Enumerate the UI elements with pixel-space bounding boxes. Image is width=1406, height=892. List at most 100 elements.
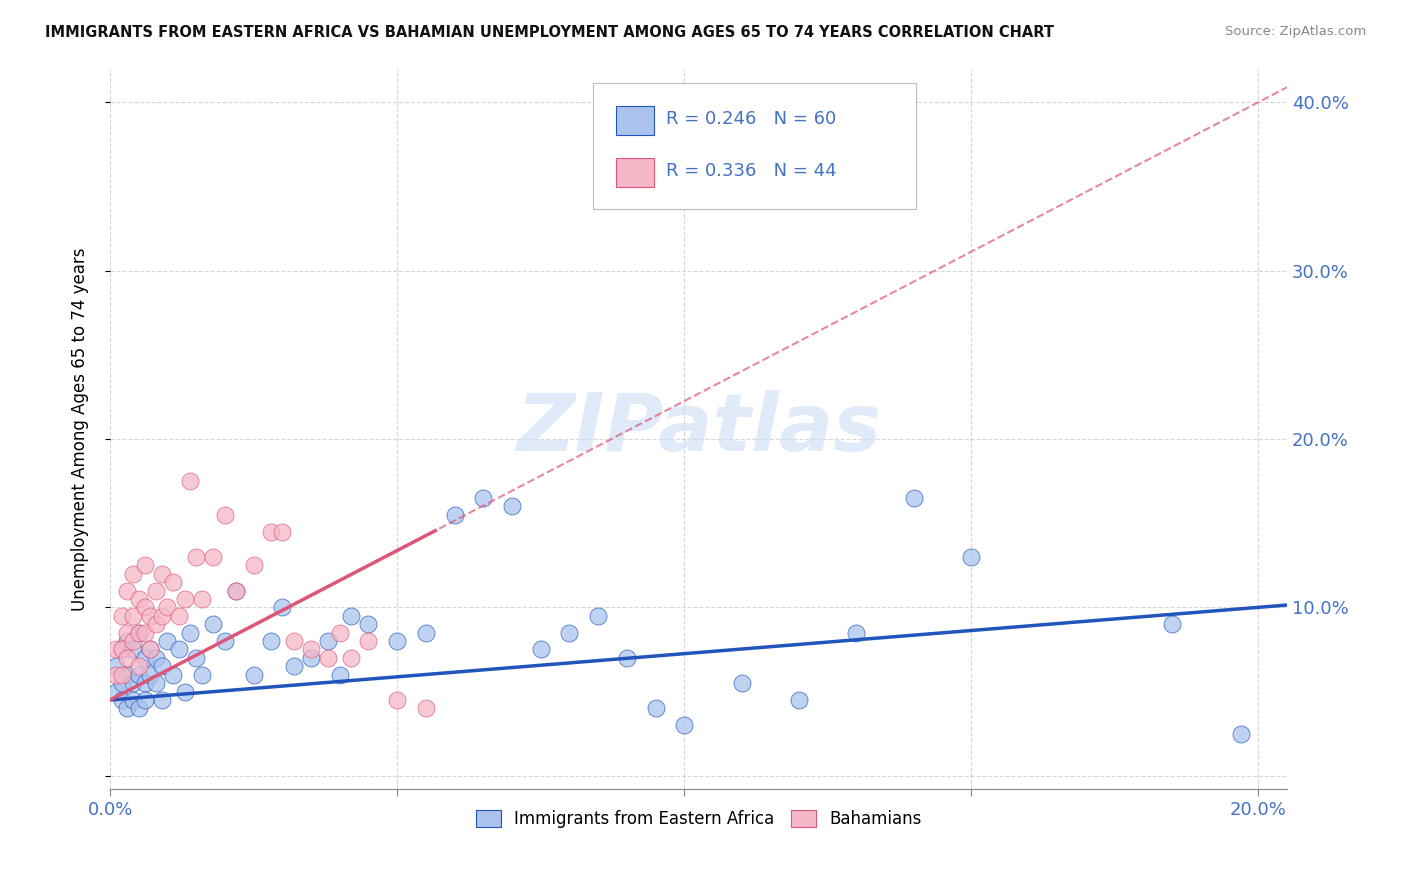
Point — [150, 608, 173, 623]
Point — [110, 676, 132, 690]
Point — [903, 491, 925, 505]
Point — [128, 625, 150, 640]
Point — [271, 524, 294, 539]
Point — [179, 625, 201, 640]
FancyBboxPatch shape — [616, 158, 654, 186]
Point — [340, 651, 363, 665]
Point — [586, 608, 609, 623]
Point — [357, 617, 380, 632]
Point — [128, 625, 150, 640]
Point — [1161, 617, 1184, 632]
Point — [104, 659, 127, 673]
Point — [299, 651, 322, 665]
Point — [415, 701, 437, 715]
Point — [156, 634, 179, 648]
Point — [501, 500, 523, 514]
Point — [110, 642, 132, 657]
Point — [730, 676, 752, 690]
Point — [242, 667, 264, 681]
Point — [104, 667, 127, 681]
Point — [162, 667, 184, 681]
Point — [156, 600, 179, 615]
Point — [167, 608, 190, 623]
Point — [110, 693, 132, 707]
Point — [117, 583, 139, 598]
Point — [128, 591, 150, 606]
Point — [443, 508, 465, 522]
Point — [191, 591, 214, 606]
Point — [110, 667, 132, 681]
Point — [179, 474, 201, 488]
Point — [558, 625, 581, 640]
Point — [644, 701, 666, 715]
Point — [260, 634, 283, 648]
Point — [202, 549, 225, 564]
Point — [139, 608, 162, 623]
Point — [122, 634, 145, 648]
Text: IMMIGRANTS FROM EASTERN AFRICA VS BAHAMIAN UNEMPLOYMENT AMONG AGES 65 TO 74 YEAR: IMMIGRANTS FROM EASTERN AFRICA VS BAHAMI… — [45, 25, 1054, 40]
Point — [110, 642, 132, 657]
Point — [316, 634, 339, 648]
Point — [316, 651, 339, 665]
Point — [616, 651, 638, 665]
Point — [260, 524, 283, 539]
Point — [128, 659, 150, 673]
Point — [1230, 726, 1253, 740]
Point — [202, 617, 225, 632]
Point — [145, 676, 167, 690]
Point — [117, 701, 139, 715]
Point — [134, 625, 156, 640]
Text: R = 0.336   N = 44: R = 0.336 N = 44 — [665, 161, 837, 180]
Point — [150, 659, 173, 673]
Point — [139, 642, 162, 657]
Point — [145, 617, 167, 632]
Point — [134, 558, 156, 573]
Point — [845, 625, 868, 640]
Point — [122, 608, 145, 623]
Point — [150, 566, 173, 581]
Point — [283, 634, 305, 648]
Point — [225, 583, 247, 598]
Point — [117, 667, 139, 681]
Point — [122, 566, 145, 581]
Point — [186, 651, 208, 665]
Point — [329, 667, 352, 681]
Point — [329, 625, 352, 640]
Point — [104, 684, 127, 698]
Point — [673, 718, 696, 732]
Y-axis label: Unemployment Among Ages 65 to 74 years: Unemployment Among Ages 65 to 74 years — [72, 247, 89, 611]
Point — [385, 634, 408, 648]
Point — [242, 558, 264, 573]
Point — [128, 667, 150, 681]
Point — [134, 651, 156, 665]
Point — [340, 608, 363, 623]
Point — [122, 693, 145, 707]
Point — [415, 625, 437, 640]
Point — [530, 642, 553, 657]
FancyBboxPatch shape — [616, 106, 654, 135]
Text: Source: ZipAtlas.com: Source: ZipAtlas.com — [1226, 25, 1367, 38]
Text: ZIPatlas: ZIPatlas — [516, 390, 882, 468]
Point — [385, 693, 408, 707]
Point — [472, 491, 495, 505]
Point — [139, 642, 162, 657]
Point — [117, 634, 139, 648]
Point — [128, 701, 150, 715]
Point — [283, 659, 305, 673]
Point — [173, 591, 195, 606]
Point — [162, 575, 184, 590]
Point — [117, 625, 139, 640]
Point — [191, 667, 214, 681]
Point — [117, 651, 139, 665]
Point — [214, 508, 236, 522]
Point — [150, 693, 173, 707]
Point — [145, 583, 167, 598]
FancyBboxPatch shape — [593, 83, 917, 209]
Legend: Immigrants from Eastern Africa, Bahamians: Immigrants from Eastern Africa, Bahamian… — [470, 804, 928, 835]
Point — [134, 693, 156, 707]
Point — [186, 549, 208, 564]
Point — [122, 642, 145, 657]
Text: R = 0.246   N = 60: R = 0.246 N = 60 — [665, 110, 837, 128]
Point — [167, 642, 190, 657]
Point — [139, 667, 162, 681]
